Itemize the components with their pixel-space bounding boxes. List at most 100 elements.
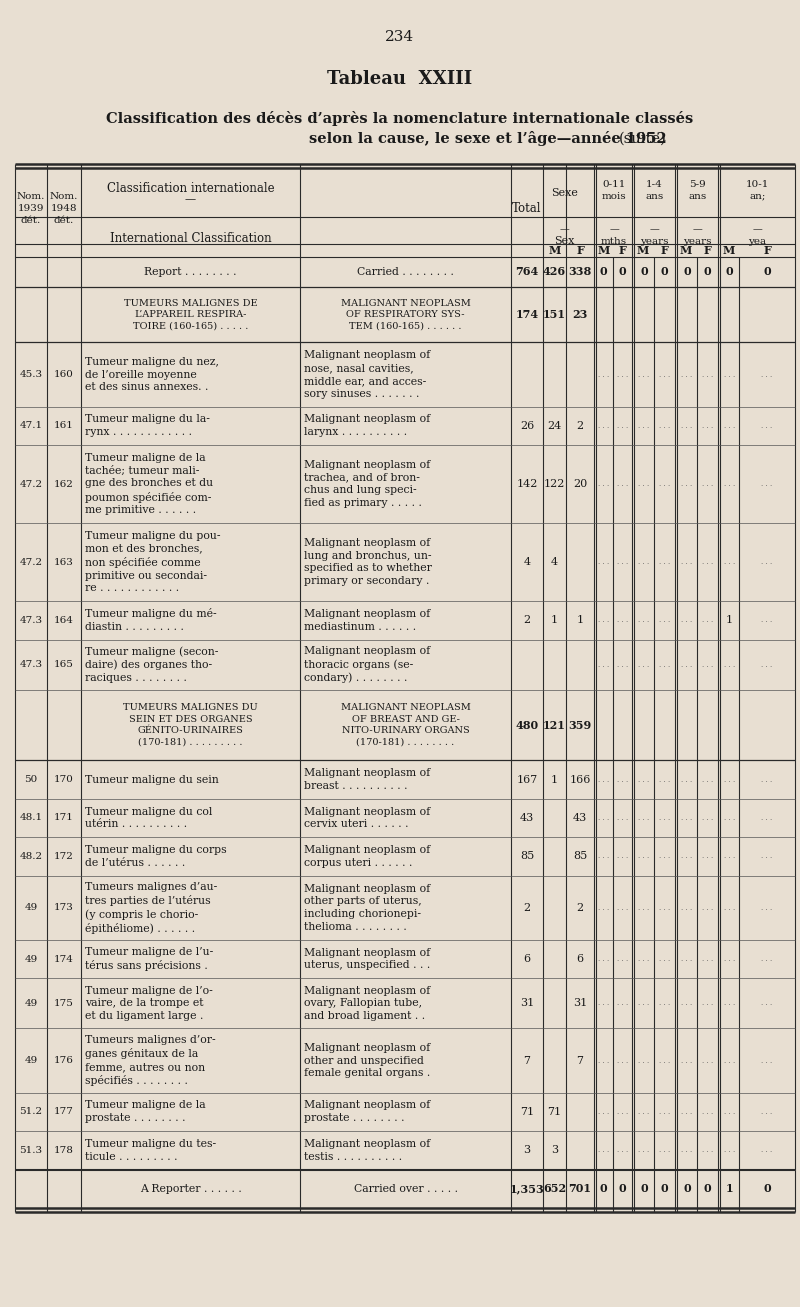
Text: 171: 171 <box>54 813 74 822</box>
Text: 338: 338 <box>568 267 592 277</box>
Text: Nom.
1939
dét.: Nom. 1939 dét. <box>17 192 45 225</box>
Text: Malignant neoplasm of
cervix uteri . . . . . .: Malignant neoplasm of cervix uteri . . .… <box>304 806 430 830</box>
Text: . . .: . . . <box>659 660 670 669</box>
Text: . . .: . . . <box>762 617 773 625</box>
Text: 0: 0 <box>618 267 626 277</box>
Text: 3: 3 <box>551 1145 558 1155</box>
Text: . . .: . . . <box>682 1056 693 1064</box>
Text: (suite): (suite) <box>619 132 666 146</box>
Text: 175: 175 <box>54 999 74 1008</box>
Text: 178: 178 <box>54 1146 74 1155</box>
Text: 49: 49 <box>24 954 38 963</box>
Text: 0: 0 <box>661 1183 668 1195</box>
Text: . . .: . . . <box>682 814 693 822</box>
Text: International Classification: International Classification <box>110 233 271 246</box>
Text: 85: 85 <box>573 851 587 861</box>
Text: . . .: . . . <box>598 1108 609 1116</box>
Text: 31: 31 <box>573 999 587 1009</box>
Text: . . .: . . . <box>702 903 713 912</box>
Text: . . .: . . . <box>598 1146 609 1154</box>
Text: 6: 6 <box>577 954 583 965</box>
Text: . . .: . . . <box>702 1108 713 1116</box>
Text: . . .: . . . <box>598 371 609 379</box>
Text: . . .: . . . <box>617 1056 628 1064</box>
Text: . . .: . . . <box>598 775 609 783</box>
Text: . . .: . . . <box>638 775 650 783</box>
Text: 6: 6 <box>523 954 530 965</box>
Text: . . .: . . . <box>617 814 628 822</box>
Text: 652: 652 <box>543 1183 566 1195</box>
Text: Malignant neoplasm of
breast . . . . . . . . . .: Malignant neoplasm of breast . . . . . .… <box>304 769 430 791</box>
Text: Malignant neoplasm of
trachea, and of bron-
chus and lung speci-
fied as primary: Malignant neoplasm of trachea, and of br… <box>304 460 430 508</box>
Text: 2: 2 <box>577 421 583 431</box>
Text: Tableau  XXIII: Tableau XXIII <box>327 71 473 88</box>
Text: . . .: . . . <box>762 955 773 963</box>
Text: —: — <box>693 225 702 234</box>
Text: . . .: . . . <box>659 371 670 379</box>
Text: 701: 701 <box>569 1183 591 1195</box>
Text: TUMEURS MALIGNES DE
L’APPAREIL RESPIRA-
TOIRE (160-165) . . . . .: TUMEURS MALIGNES DE L’APPAREIL RESPIRA- … <box>124 299 258 331</box>
Text: 2: 2 <box>523 903 530 912</box>
Text: . . .: . . . <box>598 903 609 912</box>
Text: 151: 151 <box>543 310 566 320</box>
Text: . . .: . . . <box>702 617 713 625</box>
Text: . . .: . . . <box>638 1000 650 1008</box>
Text: . . .: . . . <box>702 1000 713 1008</box>
Text: . . .: . . . <box>598 617 609 625</box>
Text: F: F <box>763 244 771 256</box>
Text: 0: 0 <box>640 1183 648 1195</box>
Text: Total: Total <box>512 203 542 214</box>
Text: . . .: . . . <box>702 660 713 669</box>
Text: . . .: . . . <box>617 558 628 566</box>
Text: . . .: . . . <box>617 617 628 625</box>
Text: A Reporter . . . . . .: A Reporter . . . . . . <box>140 1184 242 1193</box>
Text: . . .: . . . <box>659 617 670 625</box>
Text: . . .: . . . <box>598 1056 609 1064</box>
Text: . . .: . . . <box>724 775 735 783</box>
Text: . . .: . . . <box>682 955 693 963</box>
Text: Tumeurs malignes d’au-
tres parties de l’utérus
(y compris le chorio-
épithéliom: Tumeurs malignes d’au- tres parties de l… <box>85 882 218 933</box>
Text: . . .: . . . <box>638 852 650 860</box>
Text: . . .: . . . <box>598 955 609 963</box>
Text: 24: 24 <box>547 421 562 431</box>
Text: . . .: . . . <box>659 955 670 963</box>
Text: . . .: . . . <box>682 422 693 430</box>
Text: . . .: . . . <box>617 660 628 669</box>
Text: 45.3: 45.3 <box>19 370 42 379</box>
Text: . . .: . . . <box>638 955 650 963</box>
Text: 426: 426 <box>543 267 566 277</box>
Text: Carried over . . . . .: Carried over . . . . . <box>354 1184 458 1193</box>
Text: years: years <box>683 237 712 246</box>
Text: —: — <box>609 225 619 234</box>
Text: . . .: . . . <box>762 1108 773 1116</box>
Text: 4: 4 <box>523 557 530 567</box>
Text: Malignant neoplasm of
testis . . . . . . . . . .: Malignant neoplasm of testis . . . . . .… <box>304 1138 430 1162</box>
Text: 163: 163 <box>54 558 74 566</box>
Text: . . .: . . . <box>617 422 628 430</box>
Text: Tumeur maligne du col
utérin . . . . . . . . . .: Tumeur maligne du col utérin . . . . . .… <box>85 806 212 830</box>
Text: 173: 173 <box>54 903 74 912</box>
Text: M: M <box>598 244 610 256</box>
Text: . . .: . . . <box>762 1056 773 1064</box>
Text: 71: 71 <box>547 1107 562 1116</box>
Text: 170: 170 <box>54 775 74 784</box>
Text: . . .: . . . <box>724 371 735 379</box>
Text: . . .: . . . <box>638 903 650 912</box>
Text: Tumeur maligne du tes-
ticule . . . . . . . . .: Tumeur maligne du tes- ticule . . . . . … <box>85 1138 216 1162</box>
Text: mths: mths <box>601 237 627 246</box>
Text: . . .: . . . <box>638 480 650 488</box>
Text: 43: 43 <box>520 813 534 823</box>
Text: . . .: . . . <box>598 852 609 860</box>
Text: —: — <box>650 225 659 234</box>
Text: 20: 20 <box>573 480 587 489</box>
Text: . . .: . . . <box>702 558 713 566</box>
Text: 23: 23 <box>572 310 588 320</box>
Text: F: F <box>618 244 626 256</box>
Text: . . .: . . . <box>682 480 693 488</box>
Text: M: M <box>722 244 734 256</box>
Text: 10-1
an;: 10-1 an; <box>746 180 769 200</box>
Text: 51.2: 51.2 <box>19 1107 42 1116</box>
Text: 7: 7 <box>523 1056 530 1065</box>
Text: —: — <box>560 225 570 234</box>
Text: 480: 480 <box>515 720 538 731</box>
